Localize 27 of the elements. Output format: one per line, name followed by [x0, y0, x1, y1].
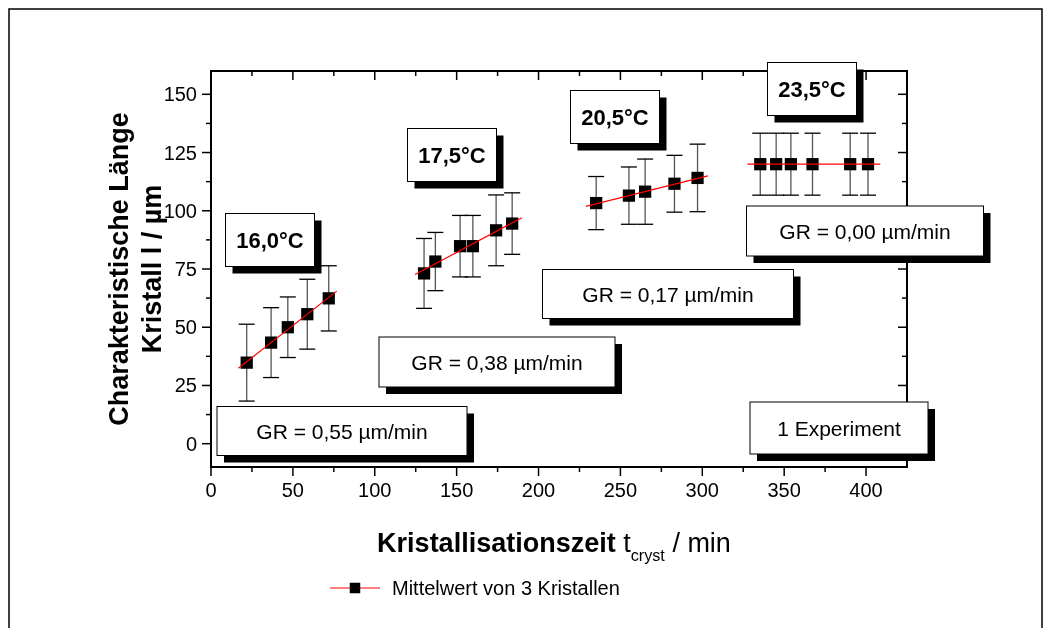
annotation: 1 Experiment — [777, 417, 902, 440]
x-tick-label: 150 — [439, 479, 474, 501]
legend-label: Mittelwert von 3 Kristallen — [392, 577, 620, 599]
y-tick-label: 75 — [174, 258, 197, 280]
y-tick-label: 125 — [163, 141, 197, 164]
annotation: GR = 0,17 µm/min — [582, 283, 754, 306]
x-tick-label: 0 — [205, 479, 217, 501]
y-tick-label: 150 — [163, 83, 197, 106]
x-tick-label: 50 — [281, 479, 305, 501]
x-tick-label: 400 — [849, 479, 883, 501]
annotation: 23,5°C — [778, 77, 846, 102]
y-tick-label: 50 — [174, 316, 197, 339]
annotation: 20,5°C — [581, 105, 649, 130]
x-tick-label: 250 — [603, 479, 638, 501]
annotation: GR = 0,38 µm/min — [411, 351, 583, 374]
x-tick-label: 300 — [685, 479, 719, 501]
annotation: 16,0°C — [236, 228, 304, 253]
y-tick-label: 25 — [174, 374, 197, 397]
x-tick-label: 200 — [521, 479, 556, 501]
x-tick-label: 100 — [358, 479, 392, 501]
x-axis-title: Kristallisationszeit t$_{cryst}$ / min — [377, 528, 731, 564]
y-tick-label: 0 — [185, 432, 197, 455]
point — [806, 158, 819, 171]
annotation: 17,5°C — [418, 143, 486, 168]
annotation: GR = 0,55 µm/min — [256, 420, 428, 443]
x-tick-label: 350 — [767, 479, 801, 501]
annotation: GR = 0,00 µm/min — [779, 220, 951, 243]
